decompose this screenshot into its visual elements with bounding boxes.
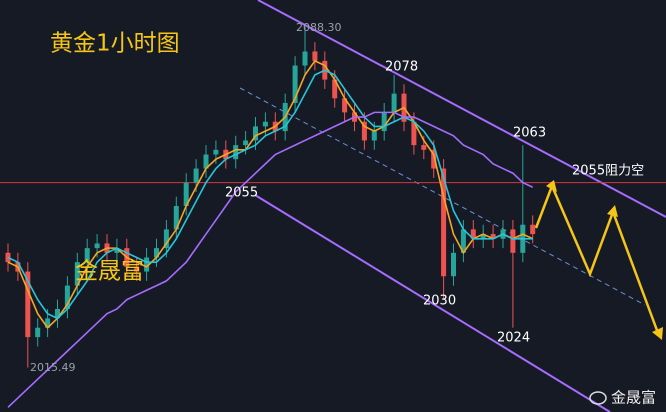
- candle-body: [213, 149, 219, 155]
- candle-body: [64, 285, 70, 309]
- price-label: 2078: [385, 60, 418, 75]
- price-label: 2024: [497, 331, 530, 346]
- price-label: 2088.30: [296, 21, 342, 34]
- price-label: 2055: [225, 186, 258, 201]
- candle-body: [332, 79, 338, 99]
- candle-body: [25, 271, 31, 338]
- candle-body: [114, 248, 120, 253]
- candle-body: [381, 112, 387, 132]
- channel-top: [257, 0, 666, 218]
- candle-body: [233, 145, 239, 160]
- candle-body: [391, 93, 397, 113]
- candle-body: [342, 98, 348, 113]
- candle-body: [253, 126, 258, 141]
- arrow-head: [607, 205, 618, 217]
- price-label: 2063: [513, 126, 546, 141]
- candle-body: [134, 266, 140, 272]
- candle-body: [421, 145, 427, 150]
- candle-body: [243, 140, 249, 146]
- chart-title: 黄金1小时图: [50, 31, 180, 57]
- moving-average: [7, 111, 534, 408]
- candle-body: [451, 252, 456, 277]
- moving-average: [7, 59, 534, 329]
- candle-body: [480, 234, 486, 239]
- candle-body: [154, 248, 159, 258]
- candle-body: [371, 131, 377, 141]
- candle-body: [203, 154, 209, 169]
- candle-body: [193, 168, 199, 183]
- candle-body: [431, 149, 437, 169]
- candle-body: [84, 248, 90, 263]
- candle-body: [262, 121, 268, 127]
- footer-logo: 金晟富: [589, 389, 656, 407]
- candle-body: [173, 206, 179, 230]
- candle-body: [530, 224, 536, 235]
- candle-body: [411, 121, 417, 146]
- price-label: 2015.49: [30, 361, 76, 374]
- candle-body: [490, 234, 496, 239]
- price-label: 2030: [423, 294, 456, 309]
- candle-body: [292, 65, 298, 103]
- candle-body: [144, 257, 150, 272]
- candle-body: [55, 309, 60, 319]
- arrow-head: [546, 180, 557, 192]
- arrow-head: [652, 327, 663, 340]
- price-label: 2055阻力空: [572, 164, 644, 179]
- projection-path: [534, 182, 660, 334]
- candle-body: [35, 327, 41, 338]
- candle-body: [302, 51, 308, 66]
- candle-body: [460, 229, 466, 253]
- candle-body: [510, 229, 516, 253]
- moving-average: [7, 69, 533, 320]
- channel-bottom: [254, 194, 611, 412]
- candle-body: [94, 243, 100, 249]
- plot: [0, 26, 666, 408]
- candle-body: [470, 229, 476, 239]
- candle-body: [312, 51, 318, 61]
- logo-icon: [589, 391, 607, 405]
- candle-body: [441, 168, 447, 277]
- watermark: 金晟富: [75, 259, 144, 285]
- candle-body: [183, 182, 189, 206]
- candle-body: [361, 121, 367, 141]
- candle-body: [45, 318, 51, 328]
- footer-text: 金晟富: [611, 389, 656, 407]
- candle-body: [163, 229, 169, 249]
- candle-body: [74, 262, 80, 286]
